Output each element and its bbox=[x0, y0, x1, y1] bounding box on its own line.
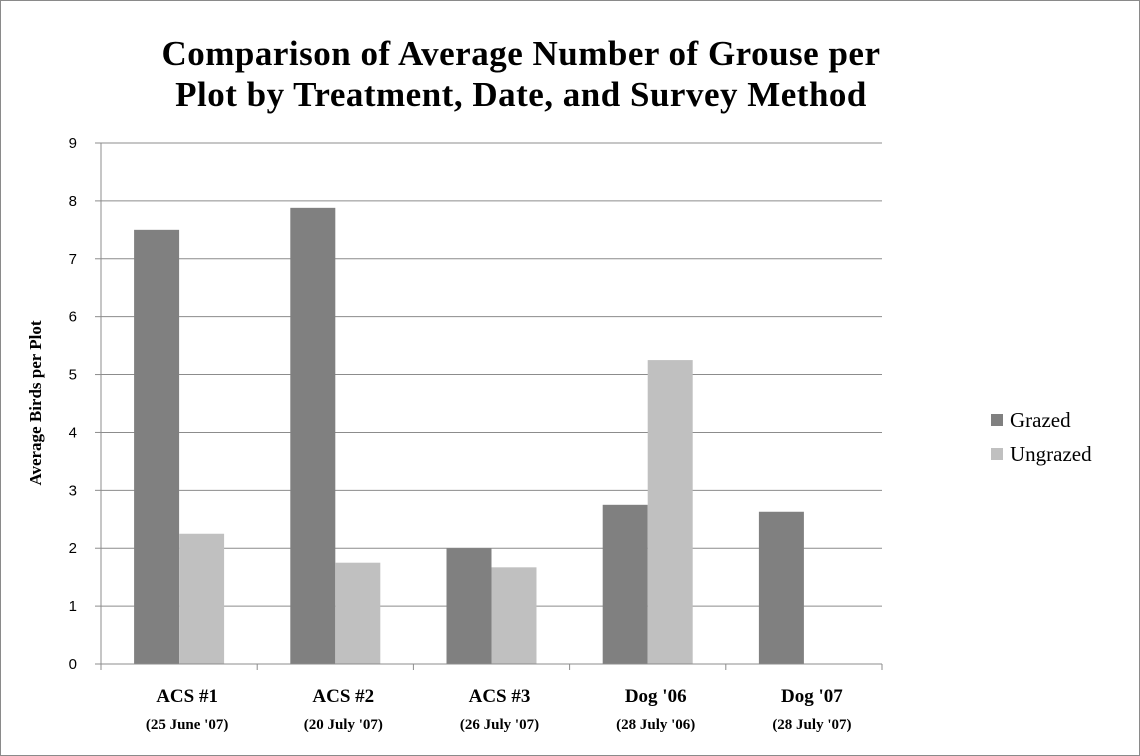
legend-swatch-ungrazed bbox=[991, 448, 1003, 460]
chart-title: Comparison of Average Number of Grouse p… bbox=[21, 33, 1021, 115]
gridlines bbox=[101, 142, 882, 607]
x-category-label-1: ACS #2 bbox=[312, 686, 374, 707]
bar-grazed-3 bbox=[602, 504, 648, 664]
y-tick-label-3: 3 bbox=[69, 482, 77, 499]
bar-grazed-0 bbox=[134, 229, 180, 665]
bar-grazed-4 bbox=[758, 511, 804, 664]
y-tick-label-2: 2 bbox=[69, 540, 77, 557]
legend-item-ungrazed: Ungrazed bbox=[991, 437, 1092, 471]
legend-label-ungrazed: Ungrazed bbox=[1010, 441, 1092, 466]
x-category-date-3: (28 July '06) bbox=[616, 717, 695, 733]
y-tick-label-0: 0 bbox=[69, 656, 77, 673]
legend-item-grazed: Grazed bbox=[991, 403, 1092, 437]
x-category-date-2: (26 July '07) bbox=[460, 717, 539, 733]
y-tick-label-4: 4 bbox=[69, 424, 77, 441]
bar-grazed-2 bbox=[446, 548, 492, 664]
y-tick-label-7: 7 bbox=[69, 251, 77, 268]
x-category-date-1: (20 July '07) bbox=[304, 717, 383, 733]
bar-ungrazed-0 bbox=[179, 533, 225, 664]
x-category-label-2: ACS #3 bbox=[469, 686, 531, 707]
y-tick-label-1: 1 bbox=[69, 598, 77, 615]
x-category-label-4: Dog '07 bbox=[781, 686, 843, 707]
axes bbox=[95, 142, 883, 670]
x-category-label-0: ACS #1 bbox=[156, 686, 218, 707]
y-tick-label-6: 6 bbox=[69, 309, 77, 326]
legend-swatch-grazed bbox=[991, 414, 1003, 426]
bar-grazed-1 bbox=[290, 207, 336, 664]
chart-title-line-2: Plot by Treatment, Date, and Survey Meth… bbox=[175, 75, 867, 114]
chart-title-line-1: Comparison of Average Number of Grouse p… bbox=[161, 34, 881, 73]
bar-ungrazed-3 bbox=[647, 360, 693, 664]
bar-ungrazed-1 bbox=[335, 562, 381, 664]
bars bbox=[134, 207, 804, 665]
legend-label-grazed: Grazed bbox=[1010, 407, 1071, 432]
x-category-label-3: Dog '06 bbox=[625, 686, 687, 707]
y-tick-label-8: 8 bbox=[69, 193, 77, 210]
y-tick-label-9: 9 bbox=[69, 135, 77, 152]
y-tick-label-5: 5 bbox=[69, 367, 77, 384]
axis-labels: 0 1 2 3 4 5 6 7 8 9 ACS #1 (25 June '07) ACS #2 (20 J… bbox=[69, 135, 852, 733]
bar-ungrazed-2 bbox=[491, 567, 537, 664]
legend: Grazed Ungrazed bbox=[991, 403, 1092, 471]
x-category-date-4: (28 July '07) bbox=[772, 717, 851, 733]
x-category-date-0: (25 June '07) bbox=[146, 717, 229, 733]
